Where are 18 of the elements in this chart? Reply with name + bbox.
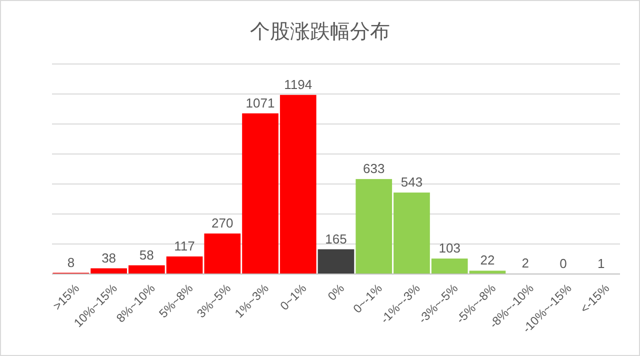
data-label: 1 [597,256,605,271]
data-label: 103 [438,240,460,256]
x-tick-label: 0% [324,280,348,304]
data-label: 58 [139,247,154,262]
bar [318,249,354,274]
data-label: 0 [560,256,567,271]
data-label: 38 [102,250,116,266]
data-label: 117 [174,238,195,254]
data-label: 633 [363,161,385,176]
data-label: 270 [212,216,234,230]
data-label: 8 [67,254,75,270]
data-label: 22 [480,252,495,268]
data-label: 165 [325,231,347,246]
data-label: 1071 [246,95,275,110]
data-label: 2 [522,256,529,271]
data-label: 543 [400,174,423,190]
chart-title: 个股涨跌幅分布 [250,21,390,43]
data-label: 1194 [284,76,312,92]
